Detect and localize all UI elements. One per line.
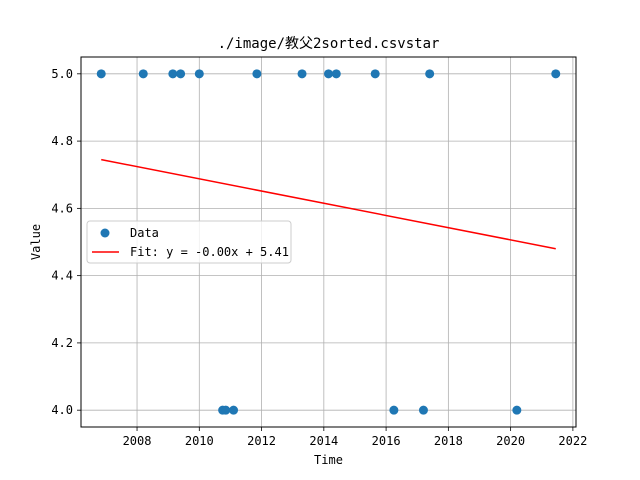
y-tick-label: 4.6 (51, 201, 73, 215)
chart-title: ./image/教父2sorted.csvstar (218, 36, 440, 52)
x-tick-label: 2018 (434, 434, 463, 448)
legend: Data Fit: y = -0.00x + 5.41 (86, 220, 292, 264)
data-point (297, 69, 307, 79)
data-point (252, 69, 262, 79)
data-point (512, 405, 522, 415)
y-tick-label: 5.0 (51, 67, 73, 81)
x-tick-label: 2008 (123, 434, 152, 448)
y-axis-label: Value (29, 224, 43, 260)
legend-label: Data (130, 226, 159, 240)
x-tick-label: 2022 (558, 434, 587, 448)
legend-marker-data (100, 228, 110, 238)
fit-line (101, 158, 556, 250)
axes-frame (80, 56, 577, 428)
legend-label: Fit: y = -0.00x + 5.41 (130, 245, 289, 259)
data-point (389, 405, 399, 415)
data-point (370, 69, 380, 79)
data-point (551, 69, 561, 79)
data-point (418, 405, 428, 415)
x-tick-label: 2020 (496, 434, 525, 448)
plot-series (96, 69, 561, 415)
data-point (331, 69, 341, 79)
data-point (194, 69, 204, 79)
legend-box (86, 220, 292, 264)
y-tick-label: 4.0 (51, 403, 73, 417)
data-point (176, 69, 186, 79)
y-tick-label: 4.8 (51, 134, 73, 148)
x-tick-label: 2012 (247, 434, 276, 448)
x-tick-label: 2016 (372, 434, 401, 448)
data-point (229, 405, 239, 415)
x-axis-label: Time (314, 453, 343, 467)
data-point (324, 69, 333, 79)
data-point (138, 69, 148, 79)
y-tick-label: 4.4 (51, 269, 73, 283)
data-point (168, 69, 178, 79)
data-point (425, 69, 435, 79)
y-tick-label: 4.2 (51, 336, 73, 350)
data-point (96, 69, 106, 79)
x-tick-label: 2014 (309, 434, 338, 448)
axis-ticks: 2008 2010 2012 2014 2016 2018 2020 2022 4.0 4.2 4.… (51, 67, 587, 448)
x-tick-label: 2010 (185, 434, 214, 448)
data-point (221, 405, 231, 415)
